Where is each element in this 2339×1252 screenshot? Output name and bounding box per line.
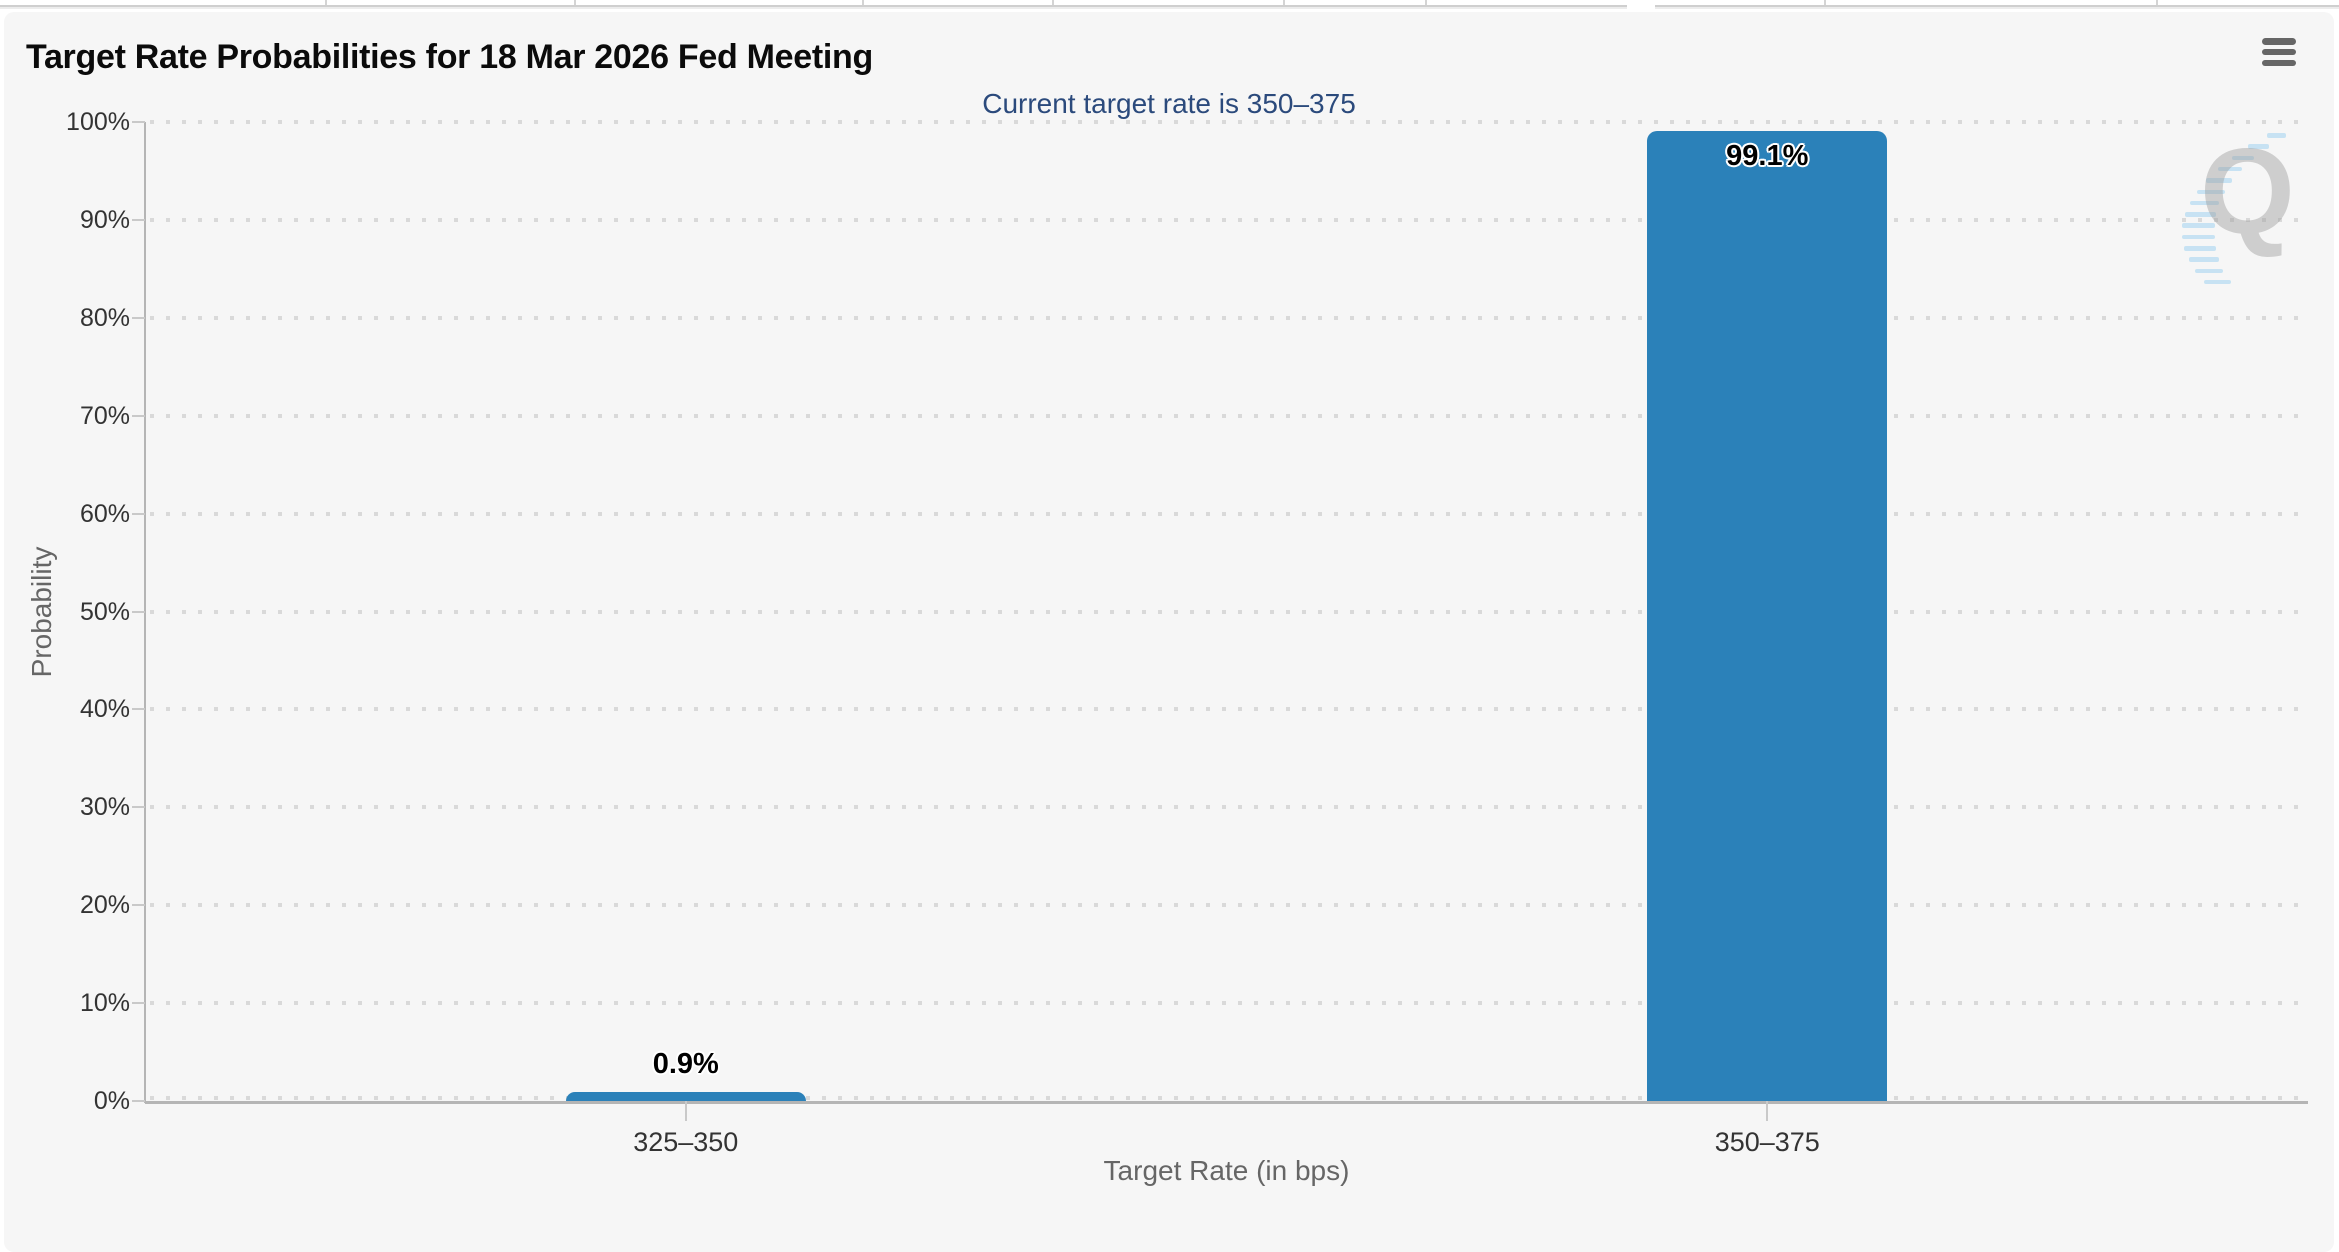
table-cell-separator	[325, 0, 327, 5]
y-gridline	[150, 707, 2308, 712]
cropped-table-row	[0, 0, 2339, 7]
y-axis-tick	[132, 316, 145, 319]
y-axis-label: 40%	[79, 695, 130, 724]
bar-value-label: 99.1%	[1726, 139, 1809, 172]
y-axis-label: 30%	[79, 793, 130, 822]
y-gridline	[150, 315, 2308, 320]
y-gridline	[150, 609, 2308, 614]
y-gridline	[150, 120, 2308, 124]
y-axis-label: 70%	[79, 401, 130, 430]
y-axis-tick	[132, 121, 145, 123]
y-gridline	[150, 805, 2308, 810]
bar-value-label: 0.9%	[652, 1048, 719, 1080]
probability-bar-325-350[interactable]	[565, 1092, 806, 1101]
x-axis-category-label: 325–350	[633, 1127, 739, 1157]
y-axis-line	[144, 122, 146, 1103]
x-axis-title: Target Rate (in bps)	[1103, 1155, 1350, 1186]
y-axis-label: 90%	[79, 205, 130, 234]
table-row-shadow	[0, 7, 1627, 9]
y-axis-tick	[132, 218, 145, 221]
y-axis-label: 60%	[79, 499, 130, 528]
table-cell-separator	[2156, 0, 2158, 5]
y-axis-label: 50%	[79, 597, 130, 626]
table-cell-separator	[574, 0, 576, 5]
x-axis-tick	[1766, 1101, 1769, 1121]
y-axis-tick	[132, 904, 145, 907]
x-axis-tick	[684, 1101, 687, 1121]
chart-title: Target Rate Probabilities for 18 Mar 202…	[26, 38, 873, 76]
hamburger-icon	[2262, 38, 2296, 45]
y-axis-tick	[132, 1002, 145, 1005]
hamburger-icon	[2262, 48, 2296, 56]
chart-context-menu-button[interactable]	[2262, 38, 2296, 66]
chart-subtitle: Current target rate is 350–375	[982, 88, 1356, 119]
hamburger-icon	[2262, 59, 2296, 66]
y-axis-label: 0%	[93, 1087, 130, 1115]
y-gridline	[150, 1001, 2308, 1006]
y-axis-tick	[132, 708, 145, 711]
chart-card: Target Rate Probabilities for 18 Mar 202…	[4, 12, 2334, 1252]
y-gridline	[150, 511, 2308, 516]
y-gridline	[150, 903, 2308, 908]
y-axis-label: 100%	[66, 108, 130, 136]
table-cell-separator	[1824, 0, 1826, 5]
y-axis-title: Probability	[26, 546, 57, 678]
probability-bar-350-375[interactable]	[1647, 130, 1888, 1101]
y-axis-label: 80%	[79, 303, 130, 332]
y-gridline	[150, 217, 2308, 222]
table-row-gap	[1627, 0, 1655, 10]
y-axis-tick	[132, 806, 145, 809]
y-gridline	[150, 413, 2308, 418]
x-axis-line	[145, 1101, 2308, 1104]
y-axis-label: 10%	[79, 989, 130, 1018]
plot-area: 0% 10% 20% 30% 40% 50% 60% 70% 80% 90% 100% 0.9% 325…	[4, 12, 2334, 1252]
table-cell-separator	[1425, 0, 1427, 5]
table-cell-separator	[1052, 0, 1054, 5]
table-row-shadow	[1655, 7, 2339, 9]
table-cell-separator	[1283, 0, 1285, 5]
y-axis-tick	[132, 1100, 145, 1102]
y-gridline	[150, 1096, 2308, 1100]
y-axis-tick	[132, 414, 145, 417]
x-axis-category-label: 350–375	[1714, 1127, 1820, 1157]
table-cell-separator	[862, 0, 864, 5]
y-axis-tick	[132, 610, 145, 613]
y-axis-tick	[132, 512, 145, 515]
y-axis-label: 20%	[79, 891, 130, 920]
